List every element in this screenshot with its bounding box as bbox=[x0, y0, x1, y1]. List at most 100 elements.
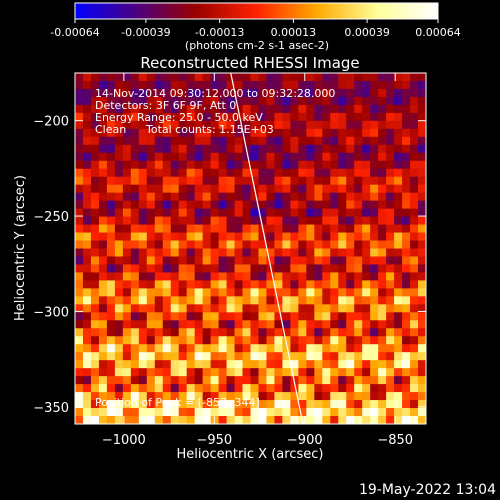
heatmap-cell bbox=[210, 296, 220, 305]
heatmap-cell bbox=[130, 224, 140, 234]
heatmap-cell bbox=[218, 136, 228, 146]
colorbar-tick-label: -0.00039 bbox=[121, 26, 170, 39]
heatmap-cell bbox=[306, 80, 315, 90]
heatmap-cell bbox=[378, 304, 387, 313]
heatmap-cell bbox=[258, 128, 267, 138]
heatmap-cell bbox=[242, 352, 251, 361]
heatmap-cell bbox=[354, 312, 363, 321]
heatmap-cell bbox=[386, 272, 395, 281]
heatmap-cell bbox=[210, 272, 220, 281]
heatmap-cell bbox=[354, 96, 363, 106]
heatmap-cell bbox=[274, 416, 283, 424]
heatmap-cell bbox=[418, 104, 426, 114]
heatmap-cell bbox=[154, 312, 164, 321]
heatmap-cell bbox=[122, 176, 132, 186]
heatmap-cell bbox=[75, 352, 84, 361]
heatmap-cell bbox=[106, 224, 116, 234]
heatmap-cell bbox=[122, 248, 132, 257]
heatmap-cell bbox=[306, 376, 315, 385]
heatmap-cell bbox=[402, 384, 411, 393]
heatmap-cell bbox=[234, 336, 244, 345]
heatmap-cell bbox=[266, 200, 275, 210]
heatmap-cell bbox=[338, 264, 347, 273]
heatmap-cell bbox=[138, 73, 148, 82]
heatmap-cell bbox=[322, 256, 331, 265]
heatmap-cell bbox=[98, 280, 108, 289]
heatmap-cell bbox=[306, 224, 315, 234]
heatmap-cell bbox=[330, 112, 339, 122]
heatmap-cell bbox=[298, 288, 307, 297]
heatmap-cell bbox=[146, 368, 156, 377]
heatmap-cell bbox=[418, 408, 426, 417]
heatmap-cell bbox=[314, 256, 323, 265]
heatmap-cell bbox=[410, 352, 419, 361]
heatmap-cell bbox=[258, 184, 267, 194]
heatmap-cell bbox=[194, 312, 204, 321]
heatmap-cell bbox=[402, 152, 411, 162]
heatmap-cell bbox=[234, 256, 244, 265]
heatmap-cell bbox=[106, 200, 116, 210]
heatmap-cell bbox=[122, 344, 132, 353]
heatmap-cell bbox=[274, 320, 283, 329]
heatmap-cell bbox=[178, 320, 188, 329]
heatmap-cell bbox=[402, 96, 411, 106]
heatmap-cell bbox=[362, 400, 371, 409]
heatmap-cell bbox=[242, 368, 251, 377]
heatmap-cell bbox=[298, 216, 307, 226]
heatmap-cell bbox=[266, 280, 275, 289]
heatmap-cell bbox=[354, 144, 363, 154]
heatmap-cell bbox=[274, 96, 283, 106]
heatmap-cell bbox=[386, 104, 395, 114]
heatmap-cell bbox=[162, 73, 172, 82]
heatmap-cell bbox=[162, 376, 172, 385]
heatmap-cell bbox=[338, 120, 347, 130]
heatmap-cell bbox=[98, 336, 108, 345]
heatmap-cell bbox=[178, 96, 188, 106]
heatmap-cell bbox=[338, 296, 347, 305]
heatmap-cell bbox=[258, 232, 267, 242]
heatmap-cell bbox=[218, 392, 228, 401]
heatmap-cell bbox=[314, 384, 323, 393]
heatmap-cell bbox=[298, 304, 307, 313]
heatmap-cell bbox=[338, 384, 347, 393]
heatmap-cell bbox=[162, 256, 172, 265]
heatmap-cell bbox=[226, 168, 236, 178]
heatmap-cell bbox=[234, 200, 244, 210]
heatmap-cell bbox=[250, 192, 259, 202]
heatmap-cell bbox=[250, 216, 259, 226]
heatmap-cell bbox=[106, 192, 116, 202]
heatmap-cell bbox=[338, 312, 347, 321]
heatmap-cell bbox=[282, 280, 291, 289]
heatmap-cell bbox=[266, 168, 275, 178]
heatmap-cell bbox=[122, 264, 132, 273]
heatmap-cell bbox=[314, 184, 323, 194]
heatmap-cell bbox=[162, 168, 172, 178]
heatmap-cell bbox=[178, 120, 188, 130]
heatmap-cell bbox=[250, 264, 259, 273]
heatmap-cell bbox=[114, 168, 124, 178]
heatmap-cell bbox=[194, 272, 204, 281]
heatmap-cell bbox=[210, 176, 220, 186]
heatmap-cell bbox=[194, 128, 204, 138]
heatmap-cell bbox=[258, 136, 267, 146]
heatmap-cell bbox=[218, 73, 228, 82]
heatmap-cell bbox=[178, 288, 188, 297]
heatmap-cell bbox=[314, 80, 323, 90]
heatmap-cell bbox=[146, 328, 156, 337]
heatmap-cell bbox=[250, 104, 259, 114]
heatmap-cell bbox=[218, 360, 228, 369]
heatmap-cell bbox=[170, 264, 180, 273]
heatmap-cell bbox=[202, 304, 212, 313]
heatmap-cell bbox=[266, 392, 275, 401]
heatmap-cell bbox=[346, 216, 355, 226]
heatmap-cell bbox=[154, 280, 164, 289]
heatmap-cell bbox=[346, 96, 355, 106]
heatmap-cell bbox=[202, 96, 212, 106]
heatmap-cell bbox=[394, 200, 403, 210]
heatmap-cell bbox=[410, 232, 419, 242]
heatmap-cell bbox=[178, 216, 188, 226]
heatmap-cell bbox=[394, 216, 403, 226]
heatmap-cell bbox=[330, 144, 339, 154]
heatmap-cell bbox=[210, 240, 220, 249]
heatmap-cell bbox=[186, 168, 196, 178]
